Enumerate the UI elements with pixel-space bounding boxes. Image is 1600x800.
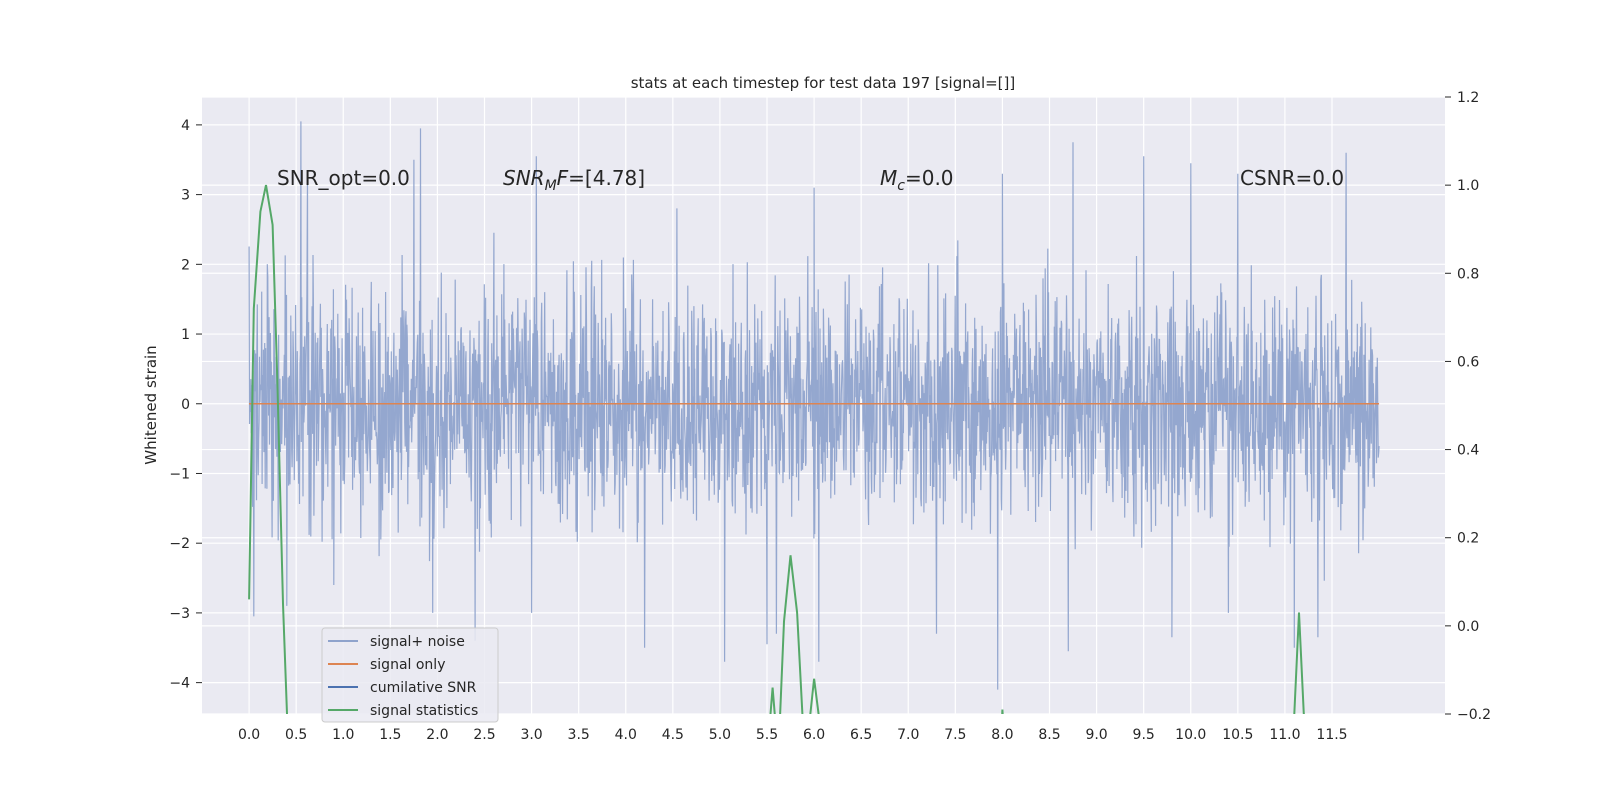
x-tick-label: 8.5: [1038, 727, 1060, 743]
y2-tick-label: 0.4: [1457, 443, 1479, 459]
annotation-snr-opt: SNR_opt=0.0: [277, 166, 410, 190]
series-signal-statistics-line: [248, 184, 1305, 714]
y-tick-label: −2: [169, 536, 190, 552]
y2-tick-label: 0.6: [1457, 354, 1479, 370]
legend: signal+ noise signal only cumilative SNR si…: [321, 627, 499, 723]
y-tick-label: −1: [169, 466, 190, 482]
x-tick-label: 1.0: [332, 727, 354, 743]
y-axis-label: Whitened strain: [142, 345, 160, 464]
x-tick-label: 6.0: [803, 727, 825, 743]
x-tick-label: 6.5: [850, 727, 872, 743]
x-tick-label: 9.5: [1133, 727, 1155, 743]
x-tick-label: 9.0: [1085, 727, 1107, 743]
y-tick-label: 2: [181, 257, 190, 273]
series-signal-noise-line: [248, 121, 1380, 690]
legend-label: signal only: [370, 657, 445, 673]
annotation-mc: Mc=0.0: [880, 166, 954, 194]
x-tick-label: 4.0: [615, 727, 637, 743]
x-tick-label: 10.5: [1222, 727, 1253, 743]
x-tick-label: 5.0: [709, 727, 731, 743]
y-tick-label: 4: [181, 118, 190, 134]
x-tick-label: 11.5: [1316, 727, 1347, 743]
series-layer: [248, 121, 1380, 714]
legend-label: signal+ noise: [370, 634, 465, 650]
chart-title: stats at each timestep for test data 197…: [631, 74, 1016, 92]
x-tick-label: 4.5: [662, 727, 684, 743]
x-tick-label: 7.0: [897, 727, 919, 743]
x-tick-label: 2.5: [473, 727, 495, 743]
y-tick-label: 3: [181, 188, 190, 204]
y-tick-label: −3: [169, 606, 190, 622]
y2-tick-label: 1.2: [1457, 90, 1479, 106]
x-tick-label: 11.0: [1269, 727, 1300, 743]
annotation-snr-mf: SNRMF=[4.78]: [503, 166, 645, 194]
y-tick-label: 1: [181, 327, 190, 343]
y2-tick-label: 0.2: [1457, 531, 1479, 547]
axes: 0.0 0.5 1.0 1.5 2.0 2.5 3.0 3.5 4.0 4.5 5.0 5.5 6.0 6…: [169, 90, 1491, 743]
annotation-csnr: CSNR=0.0: [1240, 166, 1344, 190]
x-tick-label: 3.0: [520, 727, 542, 743]
x-tick-label: 10.0: [1175, 727, 1206, 743]
legend-label: signal statistics: [370, 703, 478, 719]
x-tick-label: 8.0: [991, 727, 1013, 743]
legend-label: cumilative SNR: [370, 680, 477, 696]
x-tick-label: 0.0: [238, 727, 260, 743]
annotations: SNR_opt=0.0 SNRMF=[4.78] Mc=0.0 CSNR=0.0: [277, 166, 1344, 194]
y2-tick-label: 0.0: [1457, 619, 1479, 635]
x-tick-label: 1.5: [379, 727, 401, 743]
y-tick-label: 0: [181, 397, 190, 413]
y2-tick-label: 0.8: [1457, 266, 1479, 282]
legend-box: [321, 627, 499, 723]
y-tick-label: −4: [169, 676, 190, 692]
x-tick-label: 3.5: [568, 727, 590, 743]
x-tick-label: 5.5: [756, 727, 778, 743]
x-tick-label: 0.5: [285, 727, 307, 743]
x-tick-label: 7.5: [944, 727, 966, 743]
y2-tick-label: 1.0: [1457, 178, 1479, 194]
y2-tick-label: −0.2: [1457, 707, 1491, 723]
x-tick-label: 2.0: [426, 727, 448, 743]
